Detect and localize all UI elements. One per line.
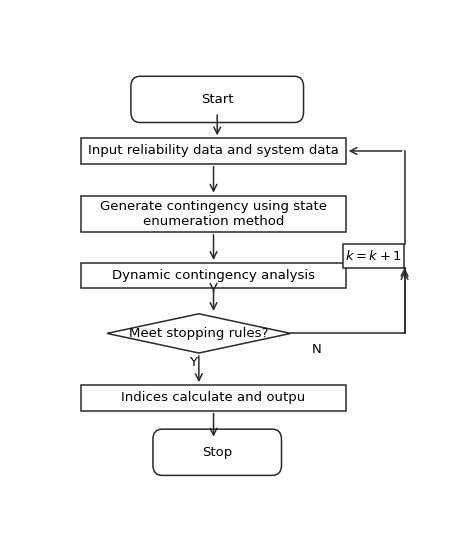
Text: Stop: Stop <box>202 446 232 459</box>
Bar <box>82 385 346 411</box>
Text: Meet stopping rules?: Meet stopping rules? <box>129 327 269 340</box>
Text: N: N <box>311 343 321 355</box>
Text: Dynamic contingency analysis: Dynamic contingency analysis <box>112 269 315 282</box>
Text: Generate contingency using state
enumeration method: Generate contingency using state enumera… <box>100 200 327 228</box>
FancyBboxPatch shape <box>131 76 303 123</box>
Text: Y: Y <box>189 355 197 369</box>
Text: Input reliability data and system data: Input reliability data and system data <box>88 145 339 158</box>
Bar <box>82 263 346 288</box>
Text: Start: Start <box>201 93 234 106</box>
Text: $k=k+1$: $k=k+1$ <box>345 249 402 263</box>
Bar <box>343 244 404 268</box>
Polygon shape <box>107 314 291 353</box>
FancyBboxPatch shape <box>153 429 282 475</box>
Bar <box>82 138 346 164</box>
Text: Indices calculate and outpu: Indices calculate and outpu <box>121 391 306 404</box>
Bar <box>82 196 346 232</box>
